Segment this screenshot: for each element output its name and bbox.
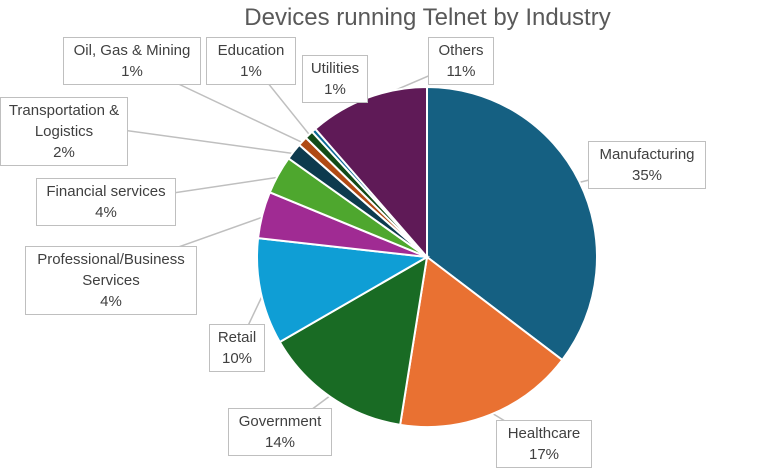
- data-label: Professional/Business Services 4%: [25, 246, 197, 315]
- pie-slice-2: [278, 255, 429, 427]
- slice-percent: 17%: [528, 446, 560, 463]
- data-label: Healthcare 17%: [496, 420, 592, 468]
- slice-name: Transportation & Logistics: [8, 102, 120, 140]
- pie-slice-1: [398, 255, 564, 428]
- slice-name: Financial services: [46, 183, 166, 200]
- slice-percent: 14%: [264, 434, 296, 451]
- slice-percent: 1%: [121, 63, 143, 80]
- pie-slice-0: [426, 85, 598, 362]
- slice-name: Professional/Business Services: [37, 251, 185, 289]
- data-label: Transportation & Logistics 2%: [0, 97, 128, 166]
- slice-percent: 11%: [446, 63, 476, 80]
- slice-percent: 1%: [240, 63, 262, 80]
- slice-name: Oil, Gas & Mining: [73, 42, 191, 59]
- data-label: Education 1%: [206, 37, 296, 85]
- slice-percent: 10%: [221, 350, 253, 367]
- slice-percent: 35%: [631, 167, 663, 184]
- slice-name: Others: [438, 42, 484, 59]
- data-label: Manufacturing 35%: [588, 141, 706, 189]
- slice-name: Utilities: [310, 60, 360, 77]
- slice-percent: 4%: [95, 204, 117, 221]
- chart-title: Devices running Telnet by Industry: [244, 4, 611, 31]
- slice-name: Education: [217, 42, 285, 59]
- slice-percent: 4%: [100, 293, 122, 310]
- slice-name: Retail: [217, 329, 257, 346]
- pie-slice-3: [256, 237, 431, 344]
- data-label: Retail 10%: [209, 324, 265, 372]
- data-label: Financial services 4%: [36, 178, 176, 226]
- slice-name: Government: [238, 413, 322, 430]
- slice-percent: 2%: [53, 144, 75, 161]
- slice-name: Healthcare: [507, 425, 581, 442]
- data-label: Government 14%: [228, 408, 332, 456]
- data-label: Others 11%: [428, 37, 494, 85]
- slice-percent: 1%: [324, 81, 346, 98]
- data-label: Utilities 1%: [302, 55, 368, 103]
- slice-name: Manufacturing: [599, 146, 695, 163]
- data-label: Oil, Gas & Mining 1%: [63, 37, 201, 85]
